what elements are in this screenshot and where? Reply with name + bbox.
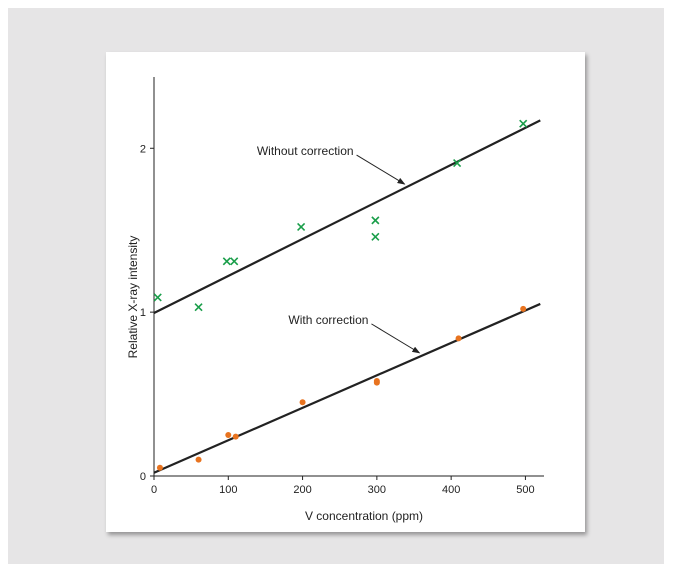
x-marker-point [297, 222, 306, 231]
x-marker-point [222, 257, 231, 266]
fit-lines [153, 119, 541, 474]
annotation-arrow-0 [356, 154, 406, 185]
x-marker-stroke [371, 216, 380, 225]
x-marker-point [230, 257, 239, 266]
y-axis-label: Relative X-ray intensity [126, 236, 140, 359]
x-axis-label: V concentration (ppm) [305, 509, 423, 523]
x-marker-point [194, 303, 203, 312]
y-tick-label: 0 [140, 471, 146, 483]
figure-card: 0 100 200 300 400 500 0 1 2 Without correction Wi… [106, 52, 585, 532]
x-tick-label: 200 [293, 484, 311, 496]
x-marker-point [519, 119, 528, 128]
dot-marker-point [225, 432, 232, 439]
x-tick-label: 500 [516, 484, 534, 496]
x-marker-stroke [297, 222, 306, 231]
x-marker-stroke [230, 257, 239, 266]
x-marker-point [153, 293, 162, 302]
x-marker-point [371, 232, 380, 241]
x-marker-stroke [222, 257, 231, 266]
annotation-arrow-1 [371, 323, 421, 354]
x-marker-stroke [453, 158, 462, 168]
axes: 0 100 200 300 400 500 0 1 2 [140, 77, 544, 496]
x-marker-point [453, 158, 462, 168]
annotation-label-0: Without correction [257, 144, 354, 158]
x-marker-stroke [194, 303, 203, 312]
x-marker-stroke [519, 119, 528, 128]
data-points [153, 119, 528, 471]
y-tick-label: 1 [140, 307, 146, 319]
x-tick-label: 400 [442, 484, 460, 496]
annotation-label-1: With correction [288, 313, 368, 327]
dot-marker-point [455, 335, 462, 342]
y-tick-label: 2 [140, 143, 146, 155]
x-tick-label: 0 [151, 484, 157, 496]
annotations: Without correction With correction [257, 144, 421, 354]
fit-line-series-0 [153, 119, 541, 314]
dot-marker-point [195, 456, 202, 463]
x-tick-label: 300 [368, 484, 386, 496]
dot-marker-point [373, 379, 380, 386]
x-marker-stroke [371, 232, 380, 241]
x-marker-point [371, 216, 380, 225]
dot-marker-point [520, 305, 527, 312]
dot-marker-point [232, 433, 239, 440]
fit-line-series-1 [153, 302, 541, 474]
x-marker-stroke [153, 293, 162, 302]
dot-marker-point [299, 399, 306, 406]
x-tick-label: 100 [219, 484, 237, 496]
dot-marker-point [156, 464, 163, 471]
